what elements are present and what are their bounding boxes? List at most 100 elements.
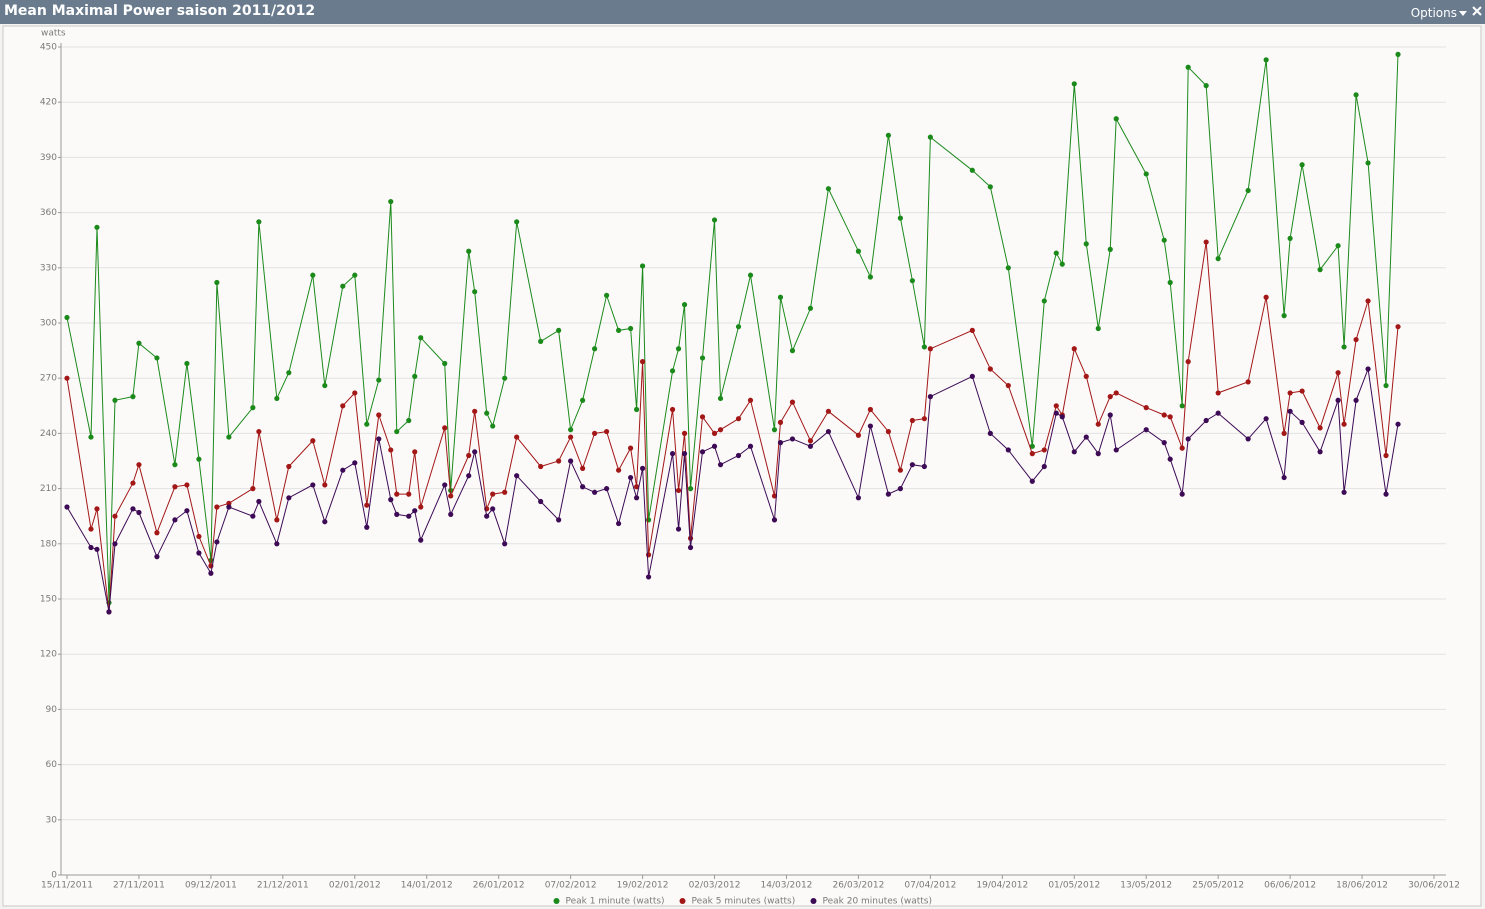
- data-point: [286, 495, 292, 501]
- data-point: [1029, 478, 1035, 484]
- data-point: [484, 410, 490, 416]
- data-point: [711, 430, 718, 436]
- y-tick-label: 300: [40, 319, 57, 329]
- data-point: [556, 517, 562, 523]
- data-point: [1335, 370, 1341, 376]
- data-point: [897, 467, 903, 473]
- y-tick-label: 60: [46, 760, 58, 770]
- data-point: [484, 513, 490, 519]
- data-point: [699, 355, 706, 361]
- data-point: [777, 294, 784, 300]
- data-point: [1113, 390, 1119, 396]
- data-point: [250, 405, 256, 411]
- data-point: [274, 541, 280, 547]
- data-point: [1113, 116, 1119, 122]
- data-point: [615, 327, 622, 333]
- data-point: [1281, 313, 1287, 319]
- data-point: [64, 314, 70, 321]
- data-point: [394, 428, 400, 435]
- data-point: [1107, 412, 1113, 418]
- data-point: [394, 511, 400, 517]
- data-point: [969, 327, 975, 333]
- y-tick-label: 150: [40, 595, 57, 605]
- data-point: [568, 458, 574, 464]
- data-point: [1041, 298, 1047, 304]
- options-menu[interactable]: Options: [1410, 6, 1457, 20]
- data-point: [1317, 449, 1323, 455]
- data-point: [1299, 419, 1305, 425]
- data-point: [771, 517, 778, 523]
- data-point: [1059, 414, 1065, 420]
- data-point: [1113, 447, 1119, 453]
- close-button[interactable]: [1471, 5, 1483, 17]
- data-point: [154, 530, 160, 536]
- data-point: [909, 417, 915, 424]
- data-point: [669, 406, 676, 413]
- data-point: [1245, 436, 1251, 442]
- data-point: [1299, 388, 1305, 394]
- data-point: [592, 489, 598, 495]
- data-point: [136, 340, 142, 346]
- series-line: [66, 54, 1399, 603]
- data-point: [969, 373, 975, 379]
- window-title: Mean Maximal Power saison 2011/2012: [4, 3, 316, 19]
- data-point: [1053, 250, 1059, 256]
- data-point: [687, 544, 694, 551]
- data-point: [580, 397, 586, 403]
- y-tick-label: 0: [51, 871, 57, 881]
- x-tick-label: 01/05/2012: [1048, 881, 1100, 891]
- data-point: [885, 428, 892, 435]
- y-tick-label: 30: [46, 815, 58, 825]
- data-point: [568, 427, 574, 433]
- data-point: [627, 445, 634, 451]
- y-tick-label: 450: [40, 43, 57, 53]
- data-point: [352, 390, 358, 396]
- data-point: [442, 360, 448, 367]
- data-point: [969, 167, 975, 173]
- data-point: [885, 132, 892, 138]
- x-tick-label: 09/12/2011: [185, 881, 237, 891]
- data-point: [687, 486, 694, 492]
- data-point: [1287, 235, 1293, 241]
- data-point: [1287, 408, 1293, 414]
- data-point: [1179, 445, 1185, 451]
- data-point: [580, 484, 586, 490]
- x-tick-label: 19/02/2012: [617, 881, 669, 891]
- y-tick-label: 210: [40, 484, 57, 494]
- data-point: [1245, 379, 1251, 385]
- data-point: [1053, 403, 1059, 409]
- data-point: [789, 436, 796, 442]
- options-arrow[interactable]: [1459, 11, 1467, 16]
- data-point: [855, 248, 862, 254]
- data-point: [885, 491, 892, 497]
- data-point: [1341, 489, 1347, 495]
- data-point: [604, 292, 610, 298]
- x-tick-label: 18/06/2012: [1336, 881, 1388, 891]
- data-point: [226, 434, 232, 440]
- data-point: [717, 395, 724, 402]
- data-point: [867, 406, 874, 413]
- data-point: [94, 546, 100, 552]
- data-point: [1383, 452, 1389, 459]
- data-point: [1095, 421, 1101, 427]
- data-point: [406, 513, 412, 519]
- data-point: [645, 574, 652, 580]
- data-point: [825, 428, 832, 435]
- data-point: [921, 344, 927, 350]
- data-point: [340, 403, 346, 409]
- data-point: [1185, 436, 1191, 442]
- title-bar: Mean Maximal Power saison 2011/2012 Opti…: [0, 0, 1485, 24]
- data-point: [196, 550, 202, 556]
- data-point: [807, 305, 814, 311]
- data-point: [1281, 474, 1287, 481]
- data-point: [627, 474, 634, 481]
- data-point: [340, 283, 346, 289]
- x-tick-label: 14/01/2012: [401, 881, 453, 891]
- data-point: [226, 500, 232, 506]
- data-point: [1365, 298, 1371, 304]
- data-point: [448, 493, 454, 499]
- data-point: [1215, 410, 1221, 416]
- data-point: [1215, 390, 1221, 396]
- data-point: [502, 489, 508, 495]
